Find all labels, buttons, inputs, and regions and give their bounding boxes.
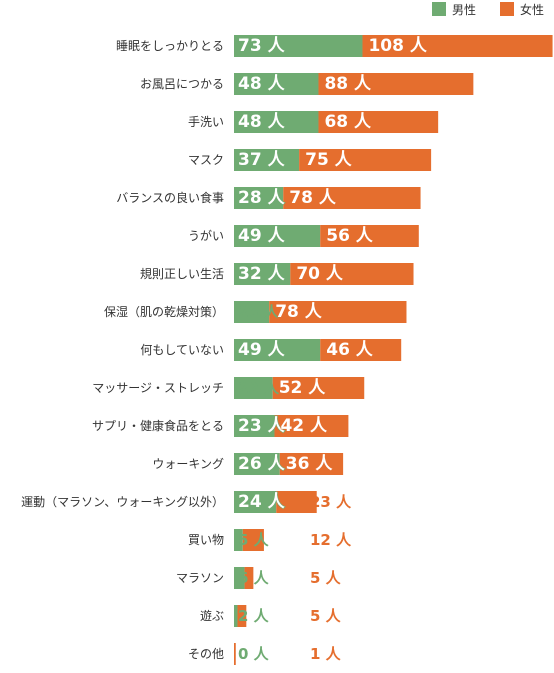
category-label: ウォーキング xyxy=(152,457,224,471)
value-label-male: 2 人 xyxy=(238,607,270,625)
bar-female xyxy=(269,301,407,323)
legend-female-swatch xyxy=(500,2,514,16)
category-label: 手洗い xyxy=(188,115,224,129)
value-label-male: 73 人 xyxy=(238,36,286,56)
bar-female xyxy=(242,529,264,551)
bar-male xyxy=(234,377,273,399)
category-label: マッサージ・ストレッチ xyxy=(92,381,224,395)
bar-male xyxy=(234,301,270,323)
value-label-female: 1 人 xyxy=(310,645,342,663)
value-label-female: 108 人 xyxy=(368,36,427,56)
bar-female xyxy=(283,187,421,209)
value-label-male: 22 人 xyxy=(238,379,280,397)
bar-female xyxy=(290,263,414,285)
bar-male xyxy=(234,111,319,133)
bar-female xyxy=(320,225,419,247)
category-label: サプリ・健康食品をとる xyxy=(92,418,224,433)
category-label: 遊ぶ xyxy=(200,608,224,623)
category-label: 何もしていない xyxy=(140,343,224,357)
bar-female xyxy=(318,111,439,133)
bar-male xyxy=(234,187,284,209)
value-label-male: 48 人 xyxy=(238,112,286,132)
category-label: 買い物 xyxy=(188,533,224,547)
value-label-female: 5 人 xyxy=(310,569,342,587)
value-label-female: 42 人 xyxy=(280,416,328,436)
bar-female xyxy=(299,149,432,171)
bar-male xyxy=(234,529,243,551)
value-label-male: 6 人 xyxy=(238,569,270,587)
category-label: その他 xyxy=(188,647,224,661)
value-label-female: 78 人 xyxy=(275,302,323,322)
value-label-male: 0 人 xyxy=(238,645,270,663)
category-labels: 睡眠をしっかりとるお風呂につかる手洗いマスクバランスの良い食事うがい規則正しい生… xyxy=(21,39,224,661)
value-label-female: 70 人 xyxy=(296,264,344,284)
category-label: 運動（マラソン、ウォーキング以外） xyxy=(21,495,224,509)
value-label-female: 46 人 xyxy=(326,340,374,360)
bar-female xyxy=(362,35,553,57)
value-label-male: 28 人 xyxy=(238,188,286,208)
value-label-male: 32 人 xyxy=(238,264,286,284)
bar-male xyxy=(234,35,363,57)
value-label-male: 24 人 xyxy=(238,492,286,512)
bar-male xyxy=(234,263,291,285)
bar-female xyxy=(234,643,236,665)
category-label: 睡眠をしっかりとる xyxy=(116,39,224,53)
bar-female xyxy=(320,339,402,361)
legend-male-label: 男性 xyxy=(452,3,476,17)
value-label-male: 26 人 xyxy=(238,454,286,474)
bar-male xyxy=(234,453,280,475)
value-label-male: 49 人 xyxy=(238,340,286,360)
bar-female xyxy=(279,453,344,475)
bar-male xyxy=(234,225,321,247)
category-label: 保湿（肌の乾燥対策） xyxy=(104,304,224,319)
category-label: うがい xyxy=(188,228,224,243)
value-label-female: 68 人 xyxy=(324,112,372,132)
value-label-female: 52 人 xyxy=(279,378,327,398)
bar-male xyxy=(234,491,277,513)
value-label-female: 56 人 xyxy=(326,226,374,246)
value-label-female: 75 人 xyxy=(305,150,353,170)
legend: 男性 女性 xyxy=(432,2,544,17)
bar-male xyxy=(234,567,245,589)
value-label-female: 78 人 xyxy=(289,188,337,208)
bar-male xyxy=(234,605,238,627)
bar-male xyxy=(234,149,300,171)
bars xyxy=(234,35,553,665)
legend-female-label: 女性 xyxy=(520,2,544,17)
bar-female xyxy=(274,415,349,437)
category-label: お風呂につかる xyxy=(140,77,224,91)
value-label-female: 12 人 xyxy=(310,531,352,549)
legend-male-swatch xyxy=(432,2,446,16)
bar-female xyxy=(244,567,254,589)
bar-male xyxy=(234,73,319,95)
value-label-female: 36 人 xyxy=(286,454,334,474)
value-label-female: 23 人 xyxy=(310,493,352,511)
bar-female xyxy=(272,377,365,399)
category-label: マラソン xyxy=(176,571,224,585)
value-label-male: 5 人 xyxy=(238,531,270,549)
bar-male xyxy=(234,339,321,361)
bar-female xyxy=(318,73,474,95)
value-label-male: 37 人 xyxy=(238,150,286,170)
bar-female xyxy=(276,491,317,513)
value-label-male: 23 人 xyxy=(238,416,286,436)
value-labels: 73 人 108 人48 人 88 人48 人 68 人37 人 75 人28 人 78 … xyxy=(237,35,428,663)
value-label-male: 20 人 xyxy=(238,303,280,321)
category-label: 規則正しい生活 xyxy=(140,266,224,281)
category-label: バランスの良い食事 xyxy=(116,190,224,205)
value-label-female: 88 人 xyxy=(324,74,372,94)
bar-male xyxy=(234,415,275,437)
value-label-male: 49 人 xyxy=(238,226,286,246)
bar-female xyxy=(237,605,247,627)
category-label: マスク xyxy=(188,153,224,167)
value-label-female: 5 人 xyxy=(310,607,342,625)
value-label-male: 48 人 xyxy=(238,74,286,94)
